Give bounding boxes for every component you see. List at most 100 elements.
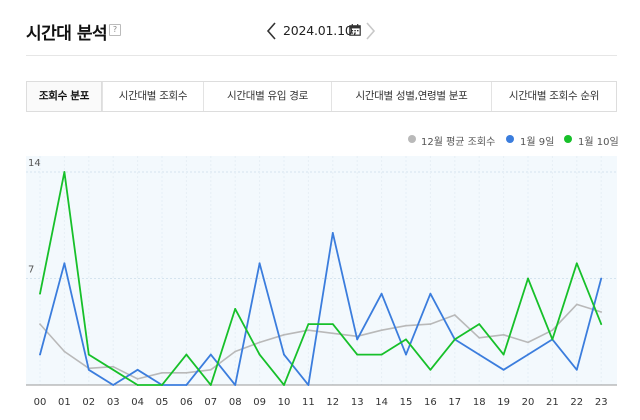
current-date: 2024.01.10. [283, 23, 357, 38]
data-point [502, 368, 505, 371]
x-tick-label: 06 [180, 397, 193, 408]
x-tick-label: 23 [595, 397, 608, 408]
x-tick-label: 12 [326, 397, 339, 408]
data-point [331, 332, 334, 335]
legend-marker-jan10 [564, 135, 572, 143]
data-point [185, 371, 188, 374]
chevron-left-icon[interactable] [266, 21, 278, 41]
x-tick-label: 18 [473, 397, 486, 408]
y-tick-label: 14 [28, 158, 41, 169]
data-point [502, 333, 505, 336]
x-tick-label: 22 [570, 397, 583, 408]
data-point [575, 368, 578, 371]
data-point [258, 341, 261, 344]
x-tick-label: 00 [34, 397, 47, 408]
x-tick-label: 13 [351, 397, 364, 408]
legend-marker-jan9 [506, 135, 514, 143]
data-point [63, 350, 66, 353]
plot-area [26, 156, 617, 385]
legend-label-jan10: 1월 10일 [578, 137, 619, 148]
data-point [63, 171, 66, 173]
legend-label-avg: 12월 평균 조회수 [421, 137, 496, 148]
x-tick-label: 04 [131, 397, 144, 408]
data-point [429, 368, 432, 371]
data-point [136, 378, 139, 380]
x-tick-label: 11 [302, 397, 315, 408]
data-point [600, 311, 603, 313]
data-point [185, 353, 188, 356]
x-tick-label: 10 [278, 397, 291, 408]
data-point [331, 323, 334, 326]
data-point [136, 368, 139, 371]
data-point [356, 338, 359, 341]
data-point [234, 350, 237, 353]
data-point [356, 353, 359, 356]
x-tick-label: 09 [253, 397, 266, 408]
data-point [87, 368, 90, 371]
series-line-december-average [39, 303, 602, 380]
x-tick-label: 21 [546, 397, 559, 408]
data-point [209, 353, 212, 356]
x-tick-label: 20 [522, 397, 535, 408]
data-point [478, 336, 481, 339]
data-point [39, 353, 41, 356]
x-tick-label: 17 [448, 397, 461, 408]
tab-hourly-inflow[interactable]: 시간대별 유입 경로 [203, 82, 331, 111]
data-point [39, 323, 41, 326]
tab-view-distribution[interactable]: 조회수 분포 [27, 82, 102, 111]
data-point [331, 231, 334, 234]
data-point [234, 384, 237, 386]
tab-hourly-views[interactable]: 시간대별 조회수 [102, 82, 203, 111]
x-tick-label: 05 [156, 397, 169, 408]
line-chart: 7 14 00 01 02 03 04 05 06 07 08 09 10 11 12 13 14 15 16 17 1… [26, 156, 617, 408]
data-point [380, 292, 383, 295]
data-point [87, 353, 90, 356]
data-point [283, 333, 285, 336]
x-tick-label: 16 [424, 397, 437, 408]
data-point [575, 262, 578, 265]
data-point [600, 323, 603, 326]
x-tick-label: 19 [497, 397, 510, 408]
data-point [429, 292, 432, 295]
question-mark-icon[interactable]: ? [109, 24, 121, 36]
calendar-icon[interactable] [349, 24, 361, 36]
data-point [112, 368, 115, 371]
tab-hourly-gender-age[interactable]: 시간대별 성별,연령별 분포 [331, 82, 491, 111]
data-point [453, 314, 456, 316]
data-point [258, 353, 261, 356]
data-point [209, 384, 212, 386]
data-point [502, 353, 505, 356]
legend-marker-avg [408, 135, 416, 143]
x-tick-label: 14 [375, 397, 388, 408]
data-point [453, 338, 456, 341]
data-point [575, 303, 578, 306]
x-tick-label: 15 [400, 397, 413, 408]
y-tick-label: 7 [28, 265, 34, 276]
series-line-jan-9 [39, 232, 603, 386]
tab-hourly-ranking[interactable]: 시간대별 조회수 순위 [491, 82, 616, 111]
data-point [307, 384, 310, 386]
data-point [307, 323, 310, 326]
series-line-jan-10 [39, 171, 603, 386]
data-point [112, 384, 115, 386]
data-point [380, 329, 383, 332]
x-tick-label: 03 [107, 397, 120, 408]
data-point [527, 277, 529, 280]
data-point [405, 338, 407, 341]
data-point [405, 353, 407, 356]
data-point [283, 384, 285, 386]
page-title: 시간대 분석 [26, 24, 108, 44]
data-point [405, 324, 407, 327]
data-point [136, 384, 139, 386]
x-tick-label: 02 [82, 397, 95, 408]
data-point [209, 368, 212, 371]
data-point [161, 371, 163, 374]
header-divider [26, 55, 617, 56]
chart-legend: 12월 평균 조회수 1월 9일 1월 10일 [408, 133, 619, 148]
data-point [112, 365, 115, 368]
x-tick-label: 01 [58, 397, 71, 408]
chevron-right-icon[interactable] [364, 21, 376, 41]
header: 시간대 분석 ? 2024.01.10. [0, 0, 640, 56]
legend-label-jan9: 1월 9일 [520, 137, 555, 148]
data-point [185, 384, 188, 386]
